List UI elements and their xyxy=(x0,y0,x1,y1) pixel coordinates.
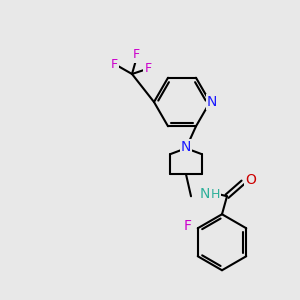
Text: N: N xyxy=(200,187,210,201)
Text: F: F xyxy=(144,61,152,74)
Text: N: N xyxy=(207,95,217,109)
Text: H: H xyxy=(210,188,220,201)
Text: O: O xyxy=(246,173,256,187)
Text: F: F xyxy=(132,49,140,62)
Text: F: F xyxy=(110,58,118,70)
Text: N: N xyxy=(181,140,191,154)
Text: F: F xyxy=(184,219,192,233)
